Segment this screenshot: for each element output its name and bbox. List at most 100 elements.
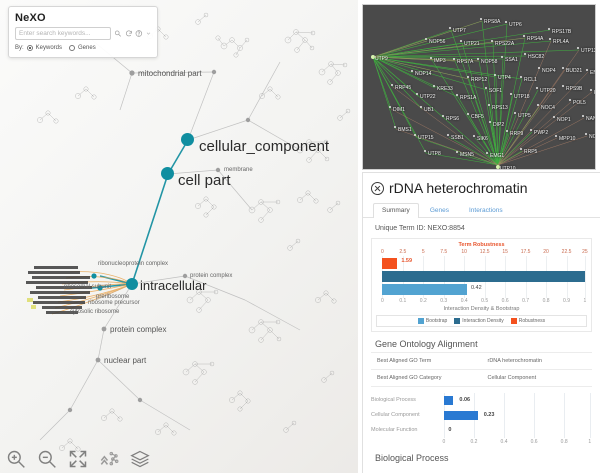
gene-node[interactable] bbox=[549, 38, 552, 41]
gene-node[interactable] bbox=[494, 74, 497, 77]
legend-label-robustness: Robustness bbox=[518, 318, 546, 324]
gene-node[interactable] bbox=[537, 104, 540, 107]
gene-node[interactable] bbox=[389, 106, 392, 109]
gene-node[interactable] bbox=[447, 134, 450, 137]
gene-node[interactable] bbox=[538, 67, 541, 70]
gene-node[interactable] bbox=[536, 87, 539, 90]
go-row-molecular-function: Molecular Function 0 bbox=[371, 423, 592, 438]
tree-node-cell-part[interactable] bbox=[161, 167, 174, 180]
gene-node[interactable] bbox=[520, 148, 523, 151]
go-row-biological-process: Biological Process 0.06 bbox=[371, 393, 592, 408]
gene-node[interactable] bbox=[555, 135, 558, 138]
ontology-tree-panel[interactable]: cellular_component cell part intracellul… bbox=[0, 0, 358, 473]
gene-node[interactable] bbox=[453, 58, 456, 61]
gene-node[interactable] bbox=[456, 94, 459, 97]
row-value-best-aligned-go-category: Cellular Component bbox=[487, 375, 537, 381]
zoom-in-icon[interactable] bbox=[6, 449, 26, 469]
gene-node[interactable] bbox=[585, 133, 588, 136]
tab-summary[interactable]: Summary bbox=[373, 203, 419, 218]
gene-node[interactable] bbox=[491, 40, 494, 43]
gene-node[interactable] bbox=[582, 115, 585, 118]
legend-label-bootstrap: Bootstrap bbox=[425, 318, 448, 324]
sync-icon[interactable] bbox=[125, 28, 133, 39]
gene-node[interactable] bbox=[411, 70, 414, 73]
search-icon[interactable] bbox=[114, 28, 122, 39]
gene-node[interactable] bbox=[530, 129, 533, 132]
search-row[interactable] bbox=[15, 27, 151, 40]
collapse-network-icon[interactable] bbox=[99, 449, 119, 469]
view-toolbar[interactable] bbox=[6, 449, 150, 469]
gene-node[interactable] bbox=[548, 28, 551, 31]
chevron-down-icon[interactable] bbox=[146, 28, 151, 39]
gene-node[interactable] bbox=[442, 115, 445, 118]
detail-tabs[interactable]: Summary Genes Interactions bbox=[363, 199, 600, 218]
legend-bootstrap: Bootstrap bbox=[417, 318, 448, 324]
tree-node-cellular-component[interactable] bbox=[181, 133, 194, 146]
tab-interactions[interactable]: Interactions bbox=[468, 207, 503, 214]
tick-bot-6: 0.6 bbox=[501, 298, 509, 304]
layers-icon[interactable] bbox=[130, 449, 150, 469]
gene-node[interactable] bbox=[477, 58, 480, 61]
gene-node[interactable] bbox=[467, 113, 470, 116]
gene-node[interactable] bbox=[485, 87, 488, 90]
gene-node[interactable] bbox=[489, 121, 492, 124]
gene-node[interactable] bbox=[569, 99, 572, 102]
gene-node[interactable] bbox=[506, 130, 509, 133]
tick-bot-0: 0 bbox=[380, 298, 384, 304]
close-circle-icon[interactable] bbox=[371, 181, 384, 195]
gene-node[interactable] bbox=[562, 85, 565, 88]
search-input[interactable] bbox=[15, 27, 111, 40]
gene-node[interactable] bbox=[524, 53, 527, 56]
radio-genes[interactable] bbox=[69, 45, 76, 51]
gene-node[interactable] bbox=[480, 18, 483, 21]
chart-xlabel: Interaction Density & Bootstrap bbox=[443, 306, 520, 312]
gene-node[interactable] bbox=[425, 38, 428, 41]
zoom-out-icon[interactable] bbox=[37, 449, 57, 469]
gene-node[interactable] bbox=[553, 116, 556, 119]
gene-node[interactable] bbox=[391, 84, 394, 87]
gene-node[interactable] bbox=[488, 104, 491, 107]
gene-node[interactable] bbox=[510, 93, 513, 96]
section-title-go-alignment: Gene Ontology Alignment bbox=[375, 339, 478, 349]
search-by-row[interactable]: By: Keywords Genes bbox=[15, 45, 151, 51]
tree-node-intracellular[interactable] bbox=[126, 278, 138, 290]
gene-node[interactable] bbox=[586, 69, 589, 72]
gene-node[interactable] bbox=[467, 76, 470, 79]
gene-node[interactable] bbox=[460, 40, 463, 43]
gene-node[interactable] bbox=[449, 27, 452, 30]
gene-node[interactable] bbox=[414, 134, 417, 137]
term-detail-panel[interactable]: rDNA heterochromatin Summary Genes Inter… bbox=[362, 172, 600, 473]
gene-node[interactable] bbox=[496, 165, 500, 169]
bar-bootstrap bbox=[382, 284, 468, 295]
gene-node[interactable] bbox=[590, 89, 593, 92]
gene-node[interactable] bbox=[562, 67, 565, 70]
tab-genes[interactable]: Genes bbox=[429, 207, 449, 214]
gene-node[interactable] bbox=[394, 126, 397, 129]
radio-keywords[interactable] bbox=[26, 45, 33, 51]
gene-node[interactable] bbox=[430, 57, 433, 60]
tick-bot-4: 0.4 bbox=[460, 298, 468, 304]
tick-bot-9: 0.9 bbox=[563, 298, 571, 304]
gene-node[interactable] bbox=[371, 55, 375, 59]
tree-graph[interactable] bbox=[0, 0, 358, 473]
gene-node[interactable] bbox=[420, 106, 423, 109]
gene-node[interactable] bbox=[456, 151, 459, 154]
gene-node[interactable] bbox=[501, 56, 504, 59]
gene-node[interactable] bbox=[505, 21, 508, 24]
gene-node[interactable] bbox=[433, 85, 436, 88]
gene-node[interactable] bbox=[577, 47, 580, 50]
gene-node[interactable] bbox=[424, 150, 427, 153]
gene-node[interactable] bbox=[514, 112, 517, 115]
gene-node[interactable] bbox=[416, 93, 419, 96]
gene-node[interactable] bbox=[520, 76, 523, 79]
gene-interaction-network[interactable]: UTP9 RPS8A UTP6 UTP7 RPS17B NOP56 UTP21 RPS22A R… bbox=[362, 4, 596, 170]
go-axis-ticks: 0 0.2 0.4 0.6 0.8 1 bbox=[371, 439, 592, 446]
search-panel[interactable]: NeXO By: Keywords bbox=[8, 6, 158, 58]
fit-screen-icon[interactable] bbox=[68, 449, 88, 469]
row-value-best-aligned-go-term: rDNA heterochromatin bbox=[487, 358, 542, 364]
gene-node[interactable] bbox=[523, 35, 526, 38]
gene-node[interactable] bbox=[473, 135, 476, 138]
gene-node[interactable] bbox=[486, 152, 489, 155]
go-tick-1: 0.2 bbox=[470, 439, 478, 445]
help-icon[interactable] bbox=[135, 28, 143, 39]
